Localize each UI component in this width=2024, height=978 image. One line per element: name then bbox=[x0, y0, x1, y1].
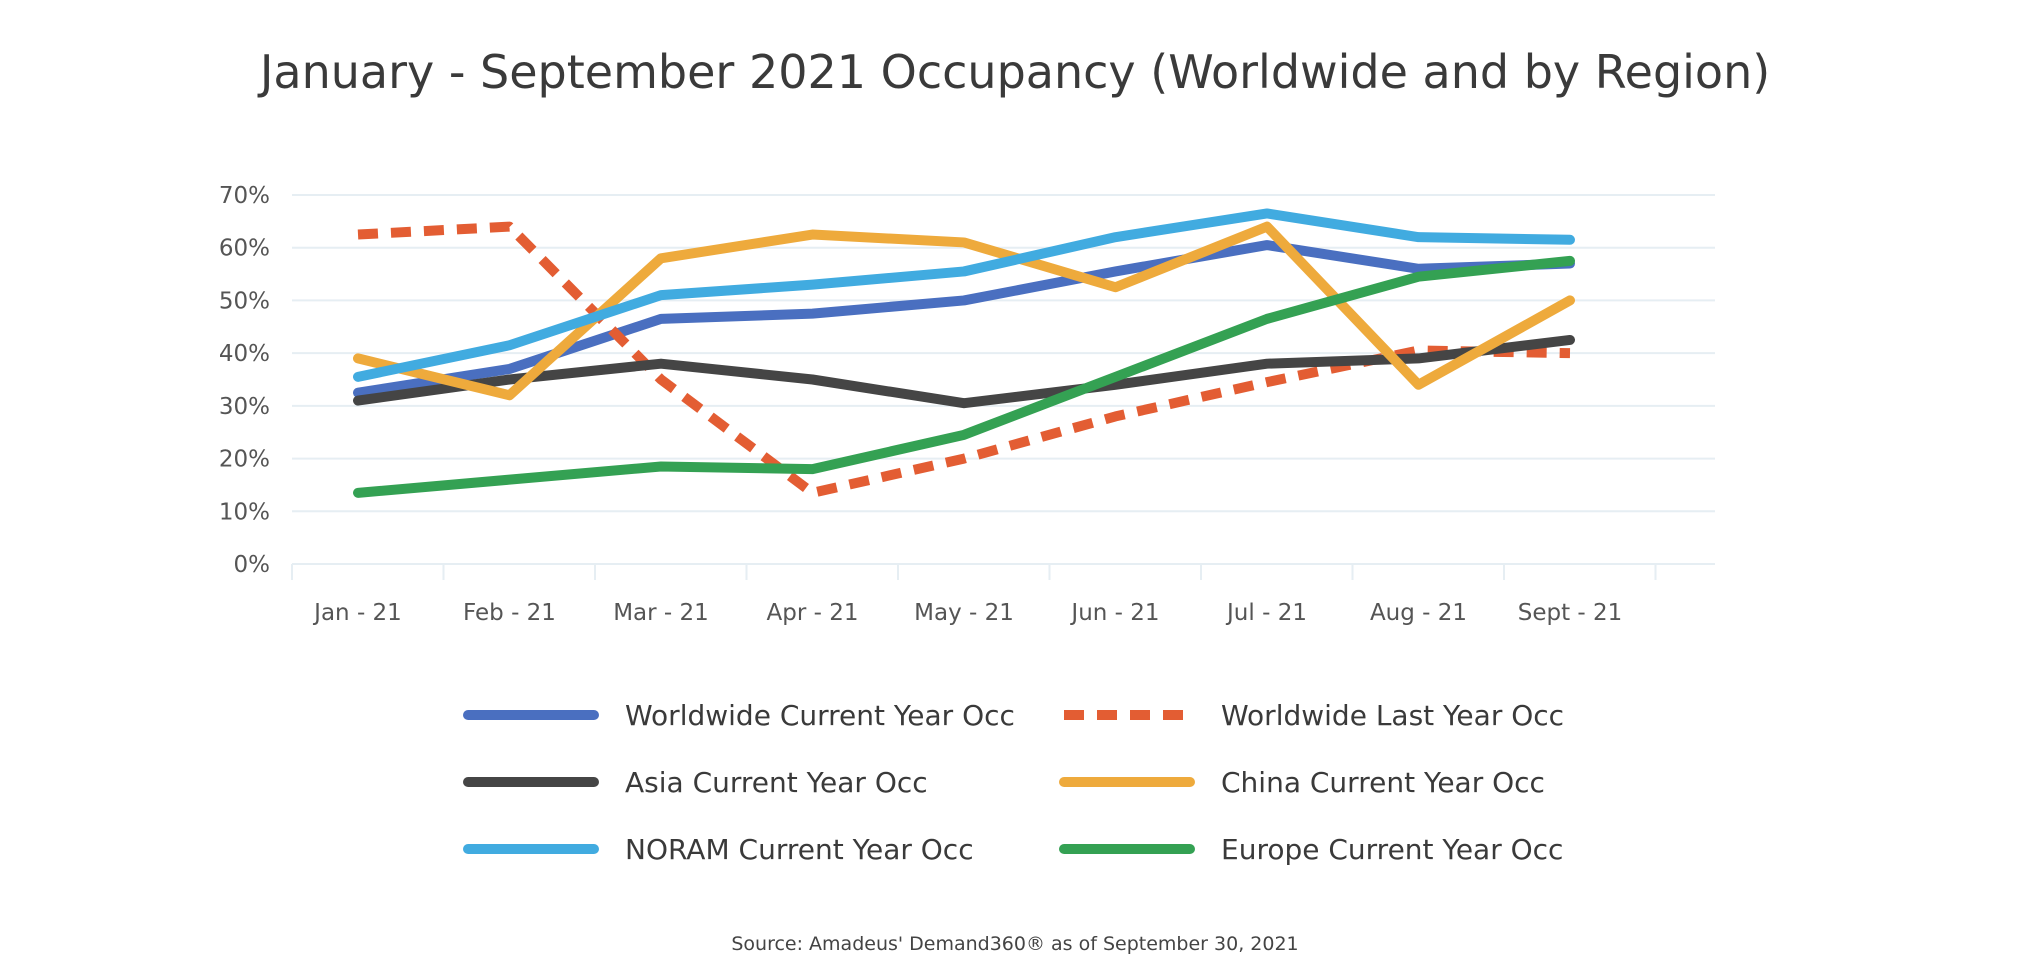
y-tick-label: 20% bbox=[219, 447, 270, 473]
series-line-noram-current-year-occ bbox=[353, 208, 1575, 382]
legend-label: Worldwide Current Year Occ bbox=[625, 699, 1015, 732]
x-tick-label: Jan - 21 bbox=[312, 600, 402, 626]
legend-item: China Current Year Occ bbox=[1059, 766, 1545, 799]
y-tick-label: 40% bbox=[219, 341, 270, 367]
y-tick-label: 10% bbox=[219, 499, 270, 525]
y-tick-label: 50% bbox=[219, 288, 270, 314]
legend-item: Worldwide Current Year Occ bbox=[463, 699, 1015, 732]
legend-item: Asia Current Year Occ bbox=[463, 766, 928, 799]
x-tick-label: May - 21 bbox=[914, 600, 1014, 626]
y-tick-label: 60% bbox=[219, 236, 270, 262]
y-tick-label: 70% bbox=[219, 183, 270, 209]
y-tick-label: 30% bbox=[219, 394, 270, 420]
legend-item: NORAM Current Year Occ bbox=[463, 833, 974, 866]
x-axis: Jan - 21 Feb - 21 Mar - 21 Apr - 21 May - 21… bbox=[291, 564, 1657, 626]
x-tick-label: Feb - 21 bbox=[463, 600, 556, 626]
legend-label: Asia Current Year Occ bbox=[625, 766, 928, 799]
x-tick-label: Jul - 21 bbox=[1225, 600, 1307, 626]
x-tick-label: Apr - 21 bbox=[767, 600, 859, 626]
source-note: Source: Amadeus' Demand360® as of Septem… bbox=[731, 933, 1298, 955]
x-tick-label: Sept - 21 bbox=[1518, 600, 1623, 626]
series-group bbox=[353, 208, 1575, 498]
legend-label: Worldwide Last Year Occ bbox=[1221, 699, 1564, 732]
series-line-europe-current-year-occ bbox=[353, 255, 1575, 498]
series-line-china-current-year-occ bbox=[353, 221, 1575, 401]
y-axis: 0% 10% 20% 30% 40% 50% 60% 70% bbox=[219, 183, 270, 578]
legend-label: Europe Current Year Occ bbox=[1221, 833, 1563, 866]
x-tick-label: Aug - 21 bbox=[1370, 600, 1467, 626]
series-line-asia-current-year-occ bbox=[353, 334, 1575, 409]
legend-label: NORAM Current Year Occ bbox=[625, 833, 974, 866]
legend: Worldwide Current Year Occ Worldwide Last… bbox=[463, 699, 1564, 866]
legend-item: Europe Current Year Occ bbox=[1059, 833, 1563, 866]
x-tick-label: Jun - 21 bbox=[1069, 600, 1159, 626]
x-tick-label: Mar - 21 bbox=[613, 600, 709, 626]
legend-label: China Current Year Occ bbox=[1221, 766, 1545, 799]
legend-item: Worldwide Last Year Occ bbox=[1064, 699, 1564, 732]
chart-title: January - September 2021 Occupancy (Worl… bbox=[257, 45, 1770, 99]
y-tick-label: 0% bbox=[234, 552, 271, 578]
